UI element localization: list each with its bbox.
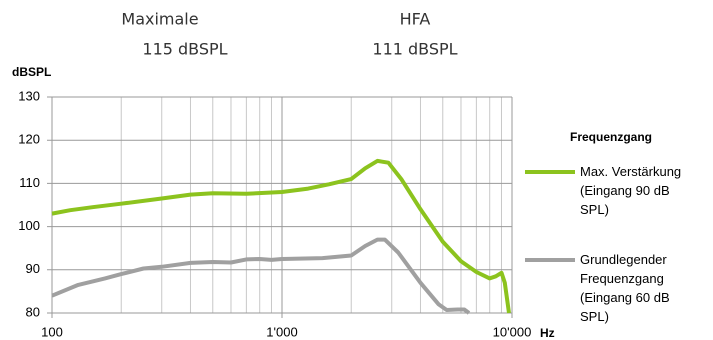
- legend-label: Max. Verstärkung (Eingang 90 dB SPL): [580, 164, 682, 217]
- header-label: HFA: [400, 10, 431, 29]
- header-label: Maximale: [121, 10, 198, 29]
- x-tick-label: 100: [41, 324, 63, 339]
- y-tick-label: 80: [26, 304, 40, 319]
- y-tick-label: 100: [18, 218, 40, 233]
- y-tick-label: 130: [18, 88, 40, 103]
- x-tick-label: 1'000: [266, 324, 297, 339]
- y-tick-label: 90: [26, 261, 40, 276]
- header-value: 111 dBSPL: [372, 40, 457, 59]
- series-line: [51, 158, 511, 314]
- x-axis-label: Hz: [540, 326, 555, 340]
- x-tick-label: 10'000: [493, 324, 532, 339]
- y-tick-label: 120: [18, 132, 40, 147]
- series-line: [51, 237, 471, 315]
- legend-title: Frequenzgang: [570, 130, 652, 144]
- header-value: 115 dBSPL: [142, 40, 227, 59]
- legend-label: Grundlegender Frequenzgang (Eingang 60 d…: [580, 252, 670, 324]
- y-axis-label: dBSPL: [12, 65, 51, 79]
- y-tick-label: 110: [19, 175, 40, 190]
